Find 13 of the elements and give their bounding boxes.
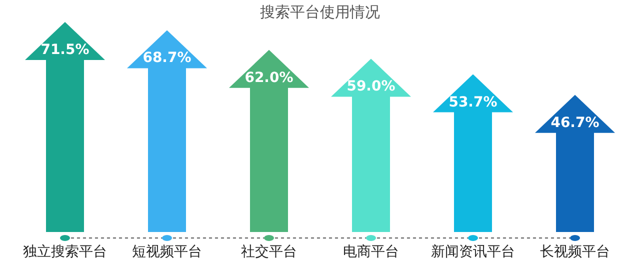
data-label: 46.7%	[550, 114, 600, 131]
data-label: 53.7%	[448, 94, 498, 110]
x-tick-label: 独立搜索平台	[23, 244, 107, 260]
x-tick-label: 电商平台	[343, 244, 399, 260]
data-label: 59.0%	[346, 78, 396, 95]
data-label: 68.7%	[142, 50, 192, 66]
x-tick-label: 长视频平台	[540, 244, 610, 260]
x-tick-label: 短视频平台	[132, 244, 202, 260]
data-label: 71.5%	[40, 42, 90, 58]
data-label: 62.0%	[244, 70, 294, 86]
x-tick-label: 新闻资讯平台	[431, 244, 515, 260]
chart-title: 搜索平台使用情况	[260, 3, 380, 21]
x-tick-label: 社交平台	[241, 244, 297, 260]
